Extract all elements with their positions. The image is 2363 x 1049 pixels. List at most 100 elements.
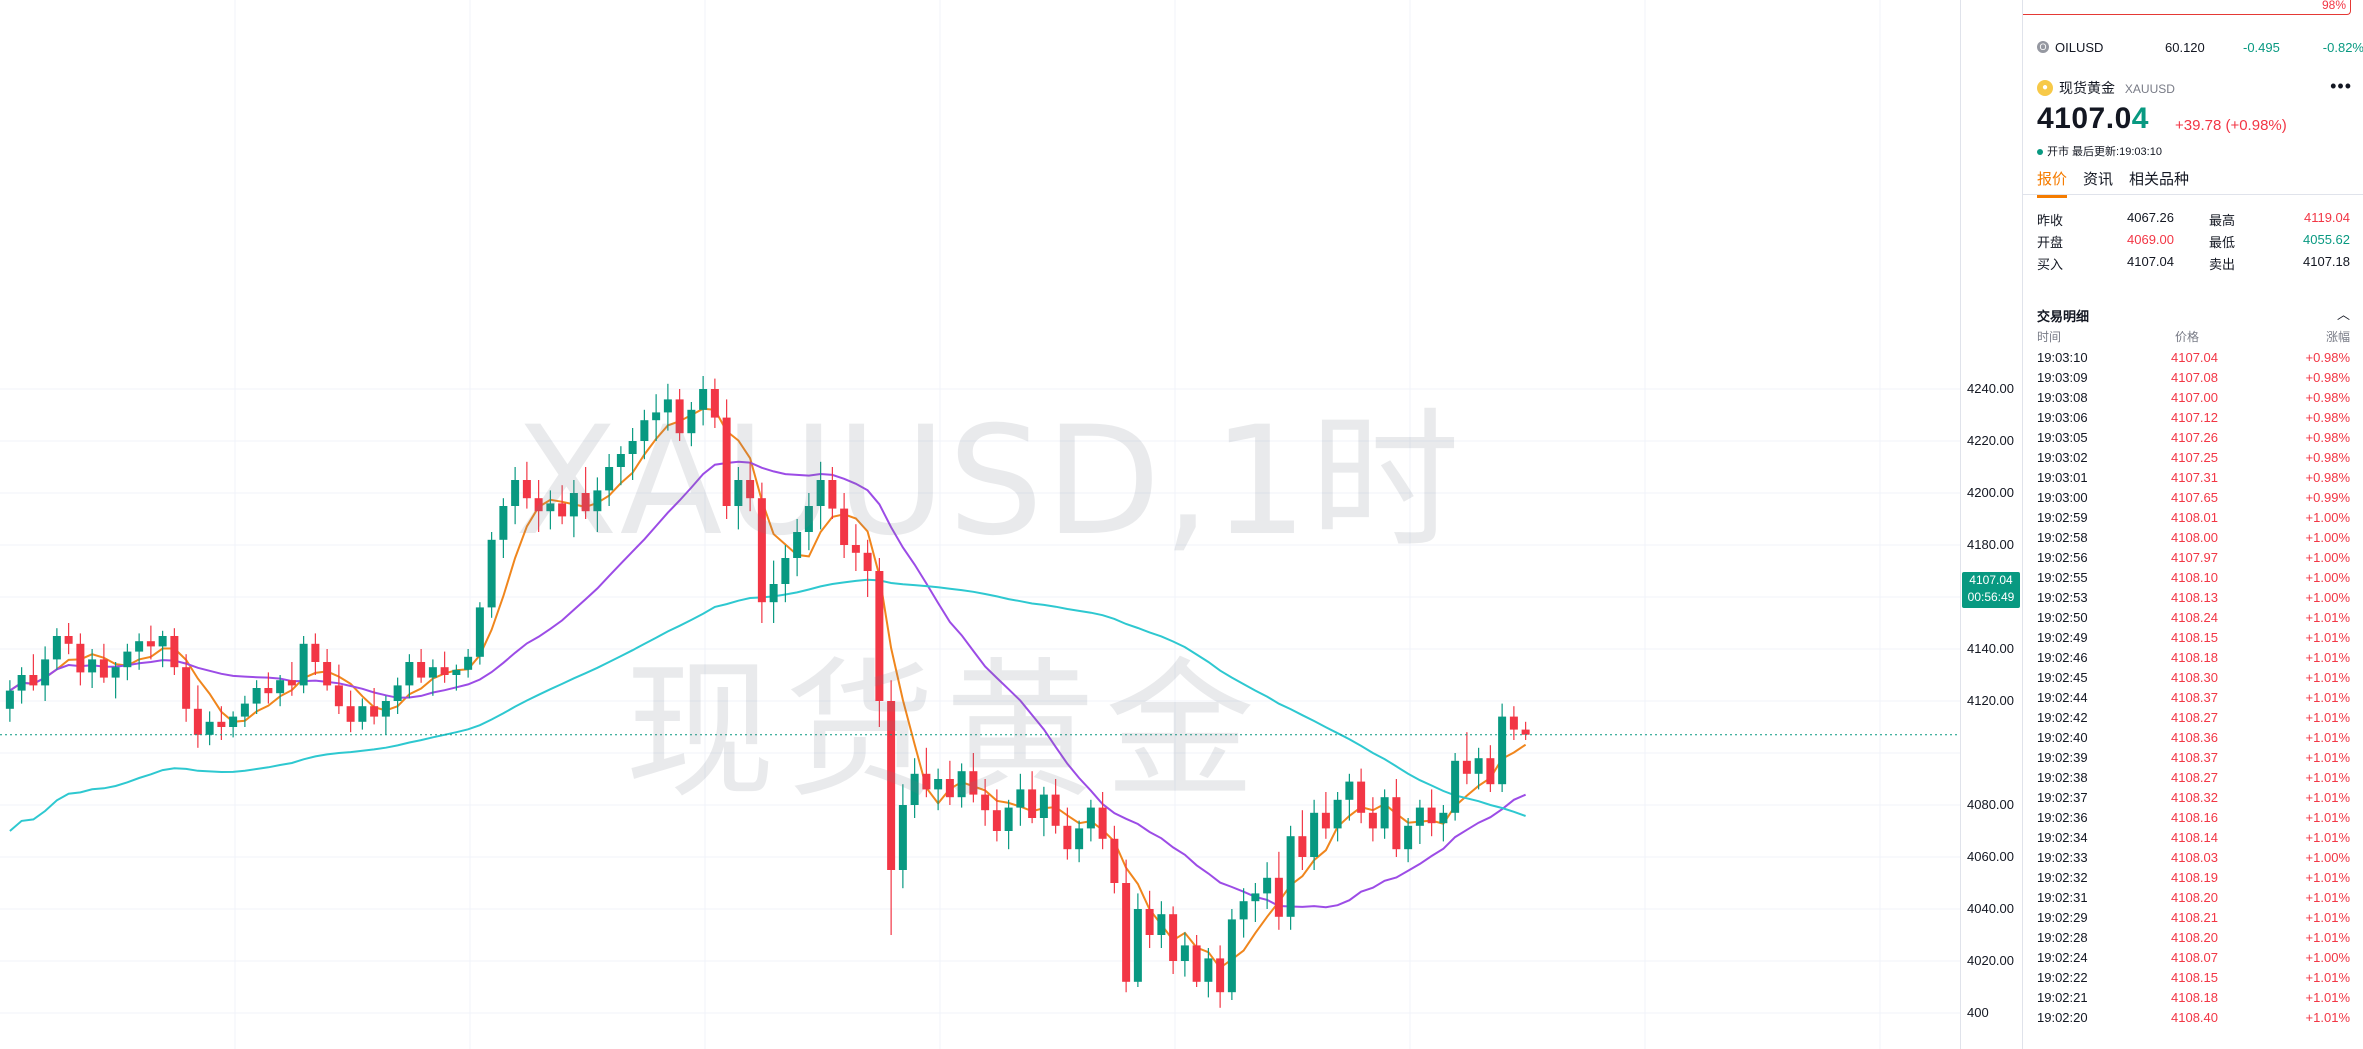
price-last-digit: 4 <box>2131 102 2149 135</box>
open-value: 4069.00 <box>2127 232 2174 247</box>
trade-price: 4107.31 <box>2171 470 2218 485</box>
candle-body <box>1486 758 1495 785</box>
candle-body <box>1415 807 1424 826</box>
trade-row: 19:03:08 4107.00 +0.98% <box>2037 390 2350 410</box>
trade-time: 19:02:28 <box>2037 930 2088 945</box>
candle-body <box>252 688 261 704</box>
chart-pane[interactable]: XAUUSD,1时 现货黄金 <box>0 0 1960 1049</box>
candle-body <box>1286 836 1295 917</box>
trade-price: 4108.27 <box>2171 710 2218 725</box>
candle-body <box>781 558 790 584</box>
trade-change: +1.00% <box>2305 530 2350 545</box>
trade-price: 4108.40 <box>2171 1010 2218 1025</box>
trade-row: 19:02:39 4108.37 +1.01% <box>2037 750 2350 770</box>
candle-body <box>264 688 273 694</box>
candle-body <box>1251 893 1260 902</box>
trade-row: 19:02:20 4108.40 +1.01% <box>2037 1010 2350 1030</box>
candle-body <box>158 636 167 647</box>
price-tick-label: 4240.00 <box>1967 381 2014 396</box>
candle-body <box>922 773 931 790</box>
trade-time: 19:02:56 <box>2037 550 2088 565</box>
trade-time: 19:03:10 <box>2037 350 2088 365</box>
trade-price: 4107.04 <box>2171 350 2218 365</box>
candle-body <box>534 498 543 512</box>
trade-row: 19:02:53 4108.13 +1.00% <box>2037 590 2350 610</box>
candle-body <box>1274 877 1283 917</box>
trade-change: +1.01% <box>2305 930 2350 945</box>
candle-body <box>1345 781 1354 800</box>
trade-time: 19:02:37 <box>2037 790 2088 805</box>
candlestick-chart[interactable] <box>0 0 1960 1049</box>
candle-body <box>417 662 426 678</box>
trade-time: 19:02:24 <box>2037 950 2088 965</box>
more-dots-icon[interactable]: ••• <box>2330 76 2352 96</box>
candle-body <box>1180 945 1189 961</box>
watchlist-change: -0.495 <box>2243 40 2280 55</box>
trade-row: 19:03:10 4107.04 +0.98% <box>2037 350 2350 370</box>
open-label: 开盘 <box>2037 235 2064 250</box>
trade-time: 19:03:06 <box>2037 410 2088 425</box>
candle-body <box>1321 812 1330 829</box>
trade-change: +1.01% <box>2305 710 2350 725</box>
candle-body <box>722 417 731 506</box>
trade-row: 19:03:01 4107.31 +0.98% <box>2037 470 2350 490</box>
trade-price: 4108.13 <box>2171 590 2218 605</box>
ma-slow-line <box>9 578 1526 832</box>
candle-body <box>217 721 226 727</box>
trade-change: +0.98% <box>2305 410 2350 425</box>
trade-price: 4108.19 <box>2171 870 2218 885</box>
candle-body <box>1039 794 1048 818</box>
trade-time: 19:03:02 <box>2037 450 2088 465</box>
price-axis[interactable]: 4240.004220.004200.004180.004160.004140.… <box>1960 0 2023 1049</box>
trade-price: 4108.30 <box>2171 670 2218 685</box>
price-tick-label: 4200.00 <box>1967 485 2014 500</box>
candle-body <box>381 701 390 717</box>
candle-body <box>440 667 449 675</box>
tab-quote[interactable]: 报价 <box>2037 168 2068 198</box>
tab-related[interactable]: 相关品种 <box>2129 171 2190 188</box>
candle-body <box>170 636 179 668</box>
price-main: 4107.0 <box>2037 102 2132 135</box>
candle-body <box>64 636 73 644</box>
trade-change: +1.01% <box>2305 870 2350 885</box>
trade-change: +1.01% <box>2305 810 2350 825</box>
trade-time: 19:03:01 <box>2037 470 2088 485</box>
trade-change: +1.01% <box>2305 830 2350 845</box>
candle-body <box>699 389 708 410</box>
trade-time: 19:02:21 <box>2037 990 2088 1005</box>
candle-body <box>428 667 437 678</box>
candle-body <box>229 716 238 727</box>
candle-body <box>1498 716 1507 785</box>
candle-body <box>957 771 966 798</box>
tab-news[interactable]: 资讯 <box>2083 171 2114 188</box>
candle-body <box>1509 716 1518 730</box>
candle-body <box>793 532 802 558</box>
price-tick-label: 4180.00 <box>1967 537 2014 552</box>
trade-change: +0.98% <box>2305 430 2350 445</box>
candle-body <box>981 794 990 811</box>
candle-body <box>99 659 108 678</box>
trade-change: +1.01% <box>2305 750 2350 765</box>
trade-row: 19:02:45 4108.30 +1.01% <box>2037 670 2350 690</box>
chevron-up-icon[interactable]: ︿ <box>2336 307 2350 322</box>
trade-change: +1.01% <box>2305 770 2350 785</box>
trade-time: 19:02:29 <box>2037 910 2088 925</box>
price-tick-label: 4140.00 <box>1967 641 2014 656</box>
candle-body <box>1227 919 1236 993</box>
candle-body <box>1086 807 1095 829</box>
candle-body <box>969 771 978 795</box>
trade-row: 19:02:44 4108.37 +1.01% <box>2037 690 2350 710</box>
watchlist-row-oilusd[interactable]: O OILUSD 60.120 -0.495 -0.82% <box>2023 34 2363 60</box>
bar-countdown: 00:56:49 <box>1967 590 2015 604</box>
trade-price: 4107.08 <box>2171 370 2218 385</box>
trade-row: 19:02:50 4108.24 +1.01% <box>2037 610 2350 630</box>
candle-body <box>675 399 684 434</box>
trade-time: 19:02:36 <box>2037 810 2088 825</box>
trade-change: +1.01% <box>2305 890 2350 905</box>
trade-change: +0.98% <box>2305 370 2350 385</box>
candle-body <box>710 389 719 418</box>
candle-body <box>499 506 508 540</box>
trade-price: 4107.12 <box>2171 410 2218 425</box>
trade-time: 19:02:40 <box>2037 730 2088 745</box>
symbol-ticker: XAUUSD <box>2124 82 2175 96</box>
